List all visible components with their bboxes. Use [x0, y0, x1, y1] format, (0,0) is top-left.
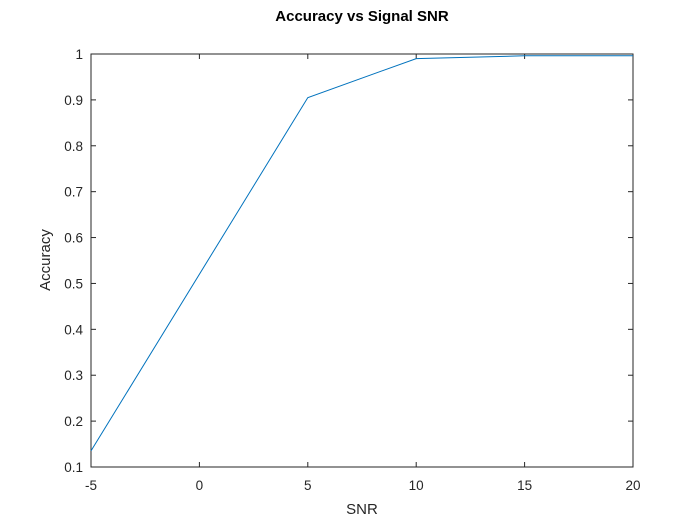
y-tick-label: 0.8 [64, 139, 83, 154]
y-tick-label: 0.5 [64, 276, 83, 291]
plot-frame [90, 53, 634, 468]
y-tick-label: 1 [75, 47, 83, 62]
y-tick-label: 0.1 [64, 460, 83, 475]
y-tick-label: 0.9 [64, 93, 83, 108]
plot-area: -5 0 5 10 15 20 0.1 0.2 0.3 0.4 0.5 0.6 0.7 0.8 0.9 1 [64, 47, 640, 493]
y-tick-label: 0.2 [64, 414, 83, 429]
x-tick-label: 10 [409, 478, 424, 493]
x-tick-label: 15 [517, 478, 532, 493]
y-tick-label: 0.3 [64, 368, 83, 383]
y-axis-label: Accuracy [37, 229, 54, 291]
x-tick-label: -5 [85, 478, 97, 493]
x-tick-label: 20 [625, 478, 640, 493]
chart-title: Accuracy vs Signal SNR [275, 8, 449, 25]
y-tick-label: 0.7 [64, 185, 83, 200]
y-tick-label: 0.6 [64, 231, 83, 246]
x-tick-label: 5 [304, 478, 312, 493]
y-tick-label: 0.4 [64, 322, 83, 337]
x-axis-label: SNR [346, 501, 378, 518]
x-tick-label: 0 [196, 478, 204, 493]
series-line [90, 55, 633, 452]
